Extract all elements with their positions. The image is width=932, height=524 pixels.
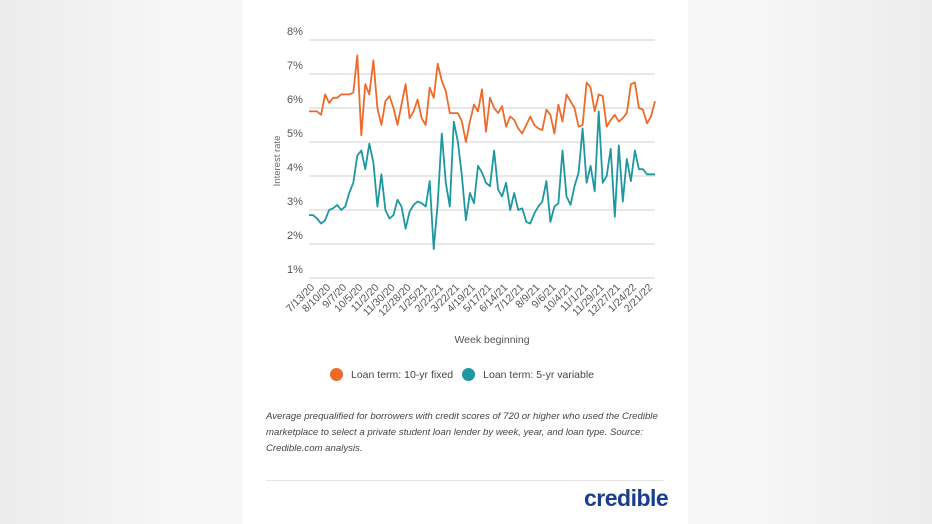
y-tick-label: 6%	[287, 94, 303, 106]
series-line-10yr-fixed	[309, 54, 656, 143]
chart-caption: Average prequalified for borrowers with …	[266, 411, 658, 454]
y-tick-label: 5%	[287, 128, 303, 140]
y-tick-label: 7%	[287, 60, 303, 72]
y-tick-label: 3%	[287, 196, 303, 208]
legend-dot-teal	[462, 368, 476, 381]
x-axis-label: Week beginning	[454, 334, 529, 346]
credible-logo: credible	[584, 485, 669, 511]
line-chart: 1%2%3%4%5%6%7%8%Interest rate7/13/208/10…	[272, 26, 656, 346]
divider	[266, 480, 664, 481]
legend-dot-orange	[330, 368, 343, 381]
legend: Loan term: 10-yr fixed Loan term: 5-yr v…	[330, 368, 603, 381]
legend-label: Loan term: 10-yr fixed	[351, 368, 454, 381]
y-axis-label: Interest rate	[272, 136, 283, 187]
legend-label: Loan term: 5-yr variable	[483, 368, 595, 381]
y-tick-label: 2%	[287, 230, 303, 242]
y-tick-label: 8%	[287, 26, 303, 38]
legend-item-5yr-variable: Loan term: 5-yr variable	[462, 368, 594, 381]
y-tick-label: 1%	[287, 264, 303, 276]
y-tick-label: 4%	[287, 162, 303, 174]
legend-item-10yr-fixed: Loan term: 10-yr fixed	[330, 368, 453, 381]
chart-card	[243, 0, 688, 524]
